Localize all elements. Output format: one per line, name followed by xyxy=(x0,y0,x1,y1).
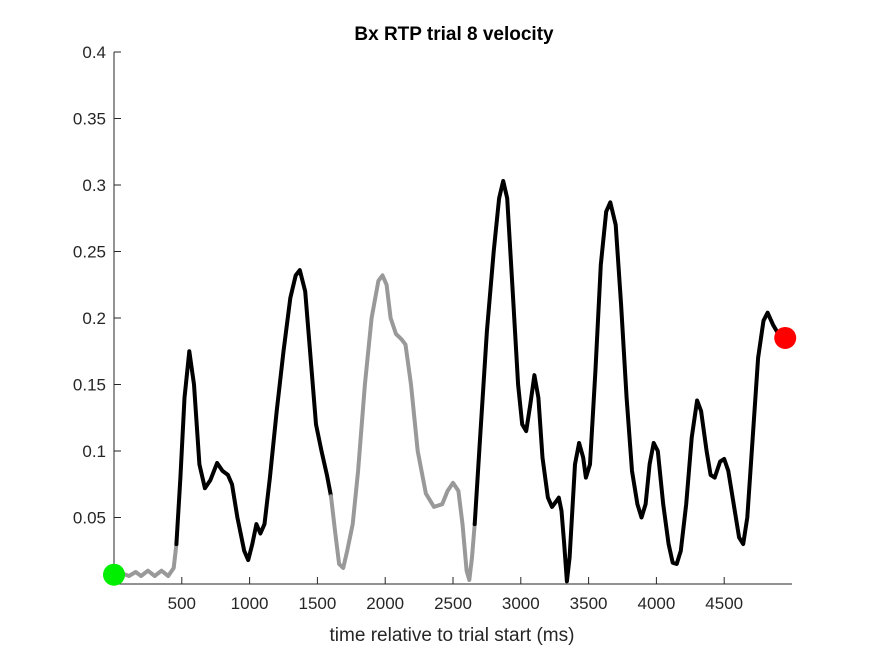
y-tick-label: 0.35 xyxy=(73,110,106,129)
x-axis: 500 1000 1500 2000 2500 3000 3500 4000 4500 xyxy=(114,577,792,613)
plot-lines xyxy=(112,179,788,584)
x-tick-label: 2000 xyxy=(366,594,404,613)
y-axis: 0.05 0.1 0.15 0.2 0.25 0.3 0.35 0.4 xyxy=(73,43,121,584)
x-tick-label: 3500 xyxy=(570,594,608,613)
series-line-segment xyxy=(112,542,179,578)
x-tick-label: 1500 xyxy=(298,594,336,613)
y-tick-label: 0.3 xyxy=(82,176,106,195)
x-tick-label: 2500 xyxy=(434,594,472,613)
series-line-segment xyxy=(329,273,477,582)
x-axis-label: time relative to trial start (ms) xyxy=(330,625,575,646)
x-tick-label: 4000 xyxy=(637,594,675,613)
y-tick-label: 0.2 xyxy=(82,309,106,328)
series-line-segment xyxy=(472,179,788,584)
y-tick-label: 0.25 xyxy=(73,243,106,262)
y-tick-label: 0.1 xyxy=(82,442,106,461)
chart-title: Bx RTP trial 8 velocity xyxy=(354,24,554,45)
start-marker xyxy=(103,563,125,586)
y-tick-label: 0.15 xyxy=(73,376,106,395)
x-tick-label: 4500 xyxy=(705,594,743,613)
y-tick-label: 0.05 xyxy=(73,509,106,528)
x-tick-label: 500 xyxy=(168,594,196,613)
x-tick-label: 1000 xyxy=(231,594,269,613)
plot-markers xyxy=(103,326,797,586)
y-tick-label: 0.4 xyxy=(82,43,106,62)
x-tick-label: 3000 xyxy=(502,594,540,613)
series-line-segment xyxy=(174,268,333,563)
end-marker xyxy=(774,326,797,349)
